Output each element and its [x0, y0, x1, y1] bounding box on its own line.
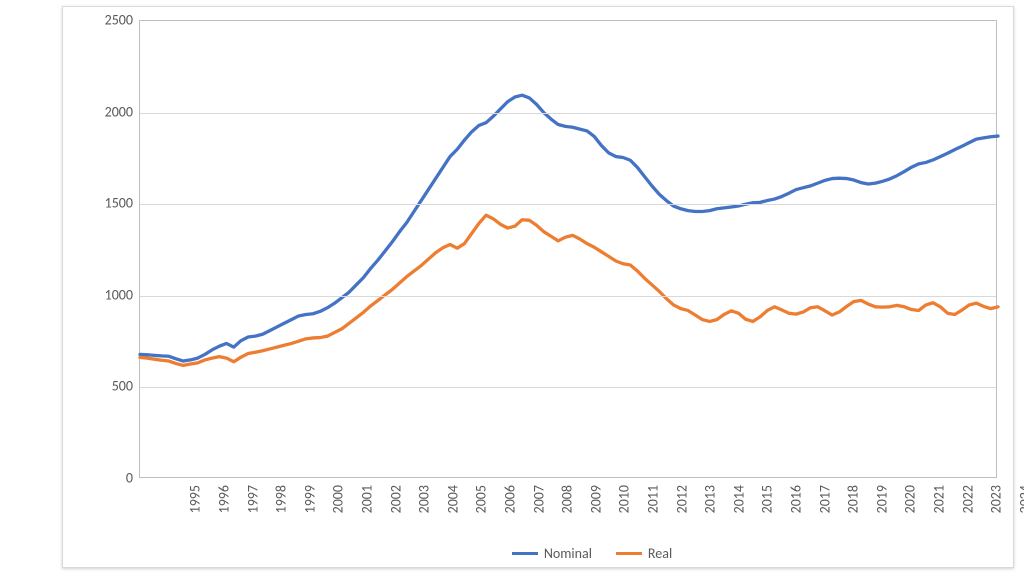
x-tick-label: 2017 [816, 485, 833, 513]
x-tick-label: 2008 [559, 485, 576, 513]
x-tick-label: 2007 [530, 485, 547, 513]
x-tick-label: 2023 [988, 485, 1005, 513]
x-tick-label: 1995 [187, 485, 204, 513]
y-tick-label: 1000 [105, 286, 133, 303]
x-tick-label: 2001 [358, 485, 375, 513]
x-tick-label: 2022 [959, 485, 976, 513]
y-tick-label: 0 [126, 470, 133, 487]
x-tick-label: 2003 [416, 485, 433, 513]
x-tick-label: 2020 [902, 485, 919, 513]
legend-swatch [616, 552, 642, 555]
x-tick-label: 2011 [644, 485, 661, 513]
gridline [140, 296, 996, 297]
y-tick-label: 500 [112, 378, 133, 395]
x-tick-label: 2012 [673, 485, 690, 513]
plot-area [139, 20, 997, 478]
x-tick-label: 1999 [301, 485, 318, 513]
x-tick-label: 2015 [759, 485, 776, 513]
x-tick-label: 2010 [616, 485, 633, 513]
x-tick-label: 1997 [244, 485, 261, 513]
x-tick-label: 2002 [387, 485, 404, 513]
x-tick-label: 2013 [702, 485, 719, 513]
x-tick-label: 2006 [501, 485, 518, 513]
x-tick-label: 2004 [444, 485, 461, 513]
series-real [140, 215, 998, 365]
x-tick-label: 2019 [873, 485, 890, 513]
x-tick-label: 2014 [730, 485, 747, 513]
legend: Nominal Real [412, 542, 772, 564]
y-tick-label: 2500 [105, 12, 133, 29]
x-tick-label: 1996 [215, 485, 232, 513]
y-tick-label: 1500 [105, 195, 133, 212]
legend-label: Nominal [544, 545, 592, 562]
legend-item-real: Real [616, 545, 672, 562]
y-tick-label: 2000 [105, 103, 133, 120]
legend-label: Real [648, 545, 672, 562]
x-tick-label: 2009 [587, 485, 604, 513]
gridline [140, 387, 996, 388]
gridline [140, 113, 996, 114]
x-tick-label: 2000 [330, 485, 347, 513]
series-nominal [140, 95, 998, 361]
legend-swatch [512, 552, 538, 555]
x-tick-label: 2024 [1016, 485, 1024, 513]
x-tick-label: 1998 [273, 485, 290, 513]
series-svg [140, 21, 998, 479]
gridline [140, 204, 996, 205]
x-tick-label: 2016 [787, 485, 804, 513]
legend-item-nominal: Nominal [512, 545, 592, 562]
x-tick-label: 2021 [930, 485, 947, 513]
x-tick-label: 2018 [845, 485, 862, 513]
x-tick-label: 2005 [473, 485, 490, 513]
